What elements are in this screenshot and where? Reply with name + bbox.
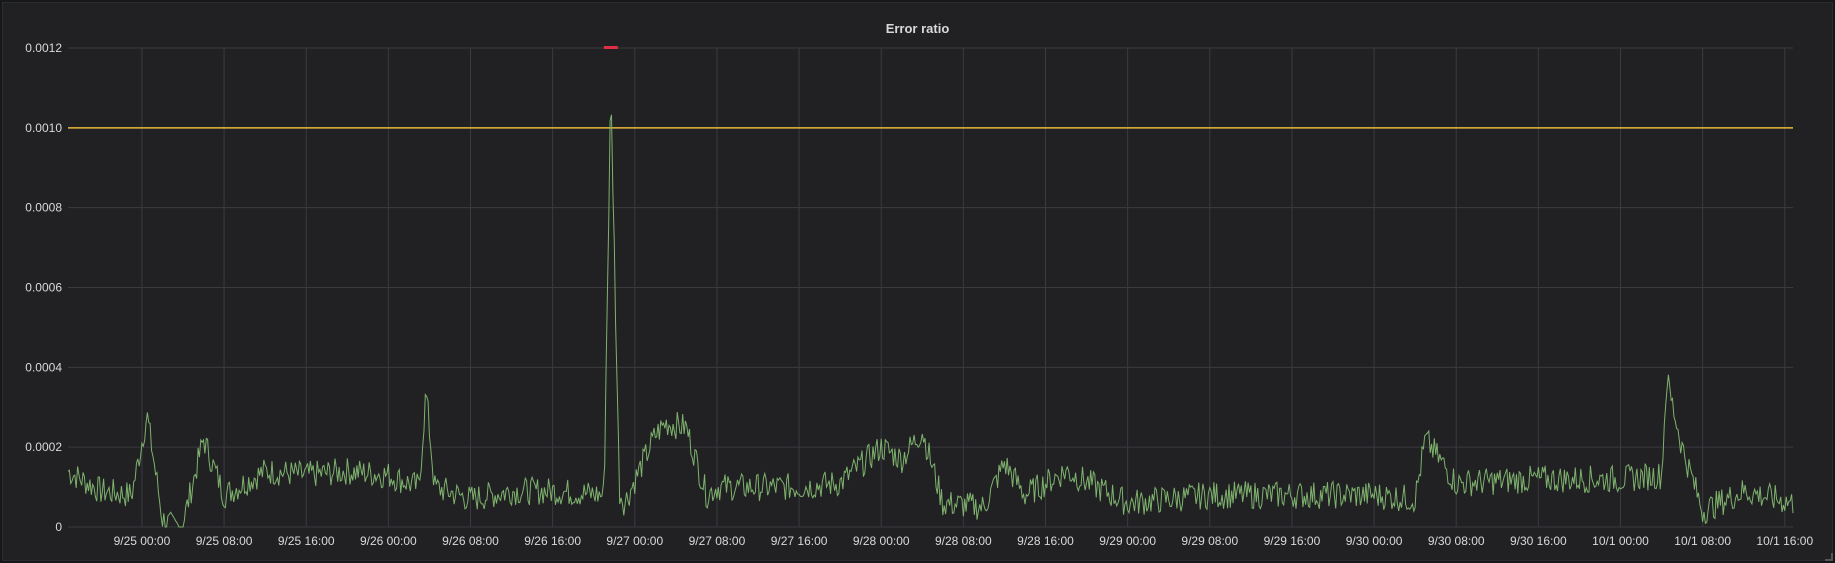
- panel-title[interactable]: Error ratio: [885, 21, 950, 36]
- x-tick-label: 9/30 00:00: [1346, 534, 1403, 548]
- x-tick-label: 9/26 16:00: [524, 534, 581, 548]
- y-tick-label: 0: [55, 520, 62, 534]
- x-tick-label: 9/29 08:00: [1181, 534, 1238, 548]
- y-tick-label: 0.0008: [25, 201, 62, 215]
- series-line: [67, 114, 1794, 528]
- x-tick-label: 9/29 00:00: [1099, 534, 1156, 548]
- x-tick-label: 9/28 08:00: [935, 534, 992, 548]
- y-tick-label: 0.0002: [25, 440, 62, 454]
- x-tick-label: 9/30 08:00: [1428, 534, 1485, 548]
- x-tick-label: 9/28 16:00: [1017, 534, 1074, 548]
- x-tick-label: 10/1 16:00: [1756, 534, 1813, 548]
- x-tick-label: 9/25 08:00: [196, 534, 253, 548]
- y-tick-label: 0.0012: [25, 41, 62, 55]
- x-tick-label: 9/28 00:00: [853, 534, 910, 548]
- y-tick-label: 0.0006: [25, 281, 62, 295]
- x-tick-label: 9/30 16:00: [1510, 534, 1567, 548]
- x-tick-label: 9/26 00:00: [360, 534, 417, 548]
- y-tick-label: 0.0004: [25, 360, 62, 374]
- x-tick-label: 9/27 16:00: [771, 534, 828, 548]
- annotation-marker[interactable]: [603, 46, 618, 49]
- resize-handle-icon[interactable]: [1825, 553, 1833, 561]
- x-tick-label: 9/27 00:00: [606, 534, 663, 548]
- x-tick-label: 9/27 08:00: [689, 534, 746, 548]
- x-tick-label: 10/1 08:00: [1674, 534, 1731, 548]
- x-tick-label: 9/29 16:00: [1264, 534, 1321, 548]
- y-tick-label: 0.0010: [25, 121, 62, 135]
- x-tick-label: 10/1 00:00: [1592, 534, 1649, 548]
- x-tick-label: 9/25 16:00: [278, 534, 335, 548]
- x-tick-label: 9/25 00:00: [114, 534, 171, 548]
- x-tick-label: 9/26 08:00: [442, 534, 499, 548]
